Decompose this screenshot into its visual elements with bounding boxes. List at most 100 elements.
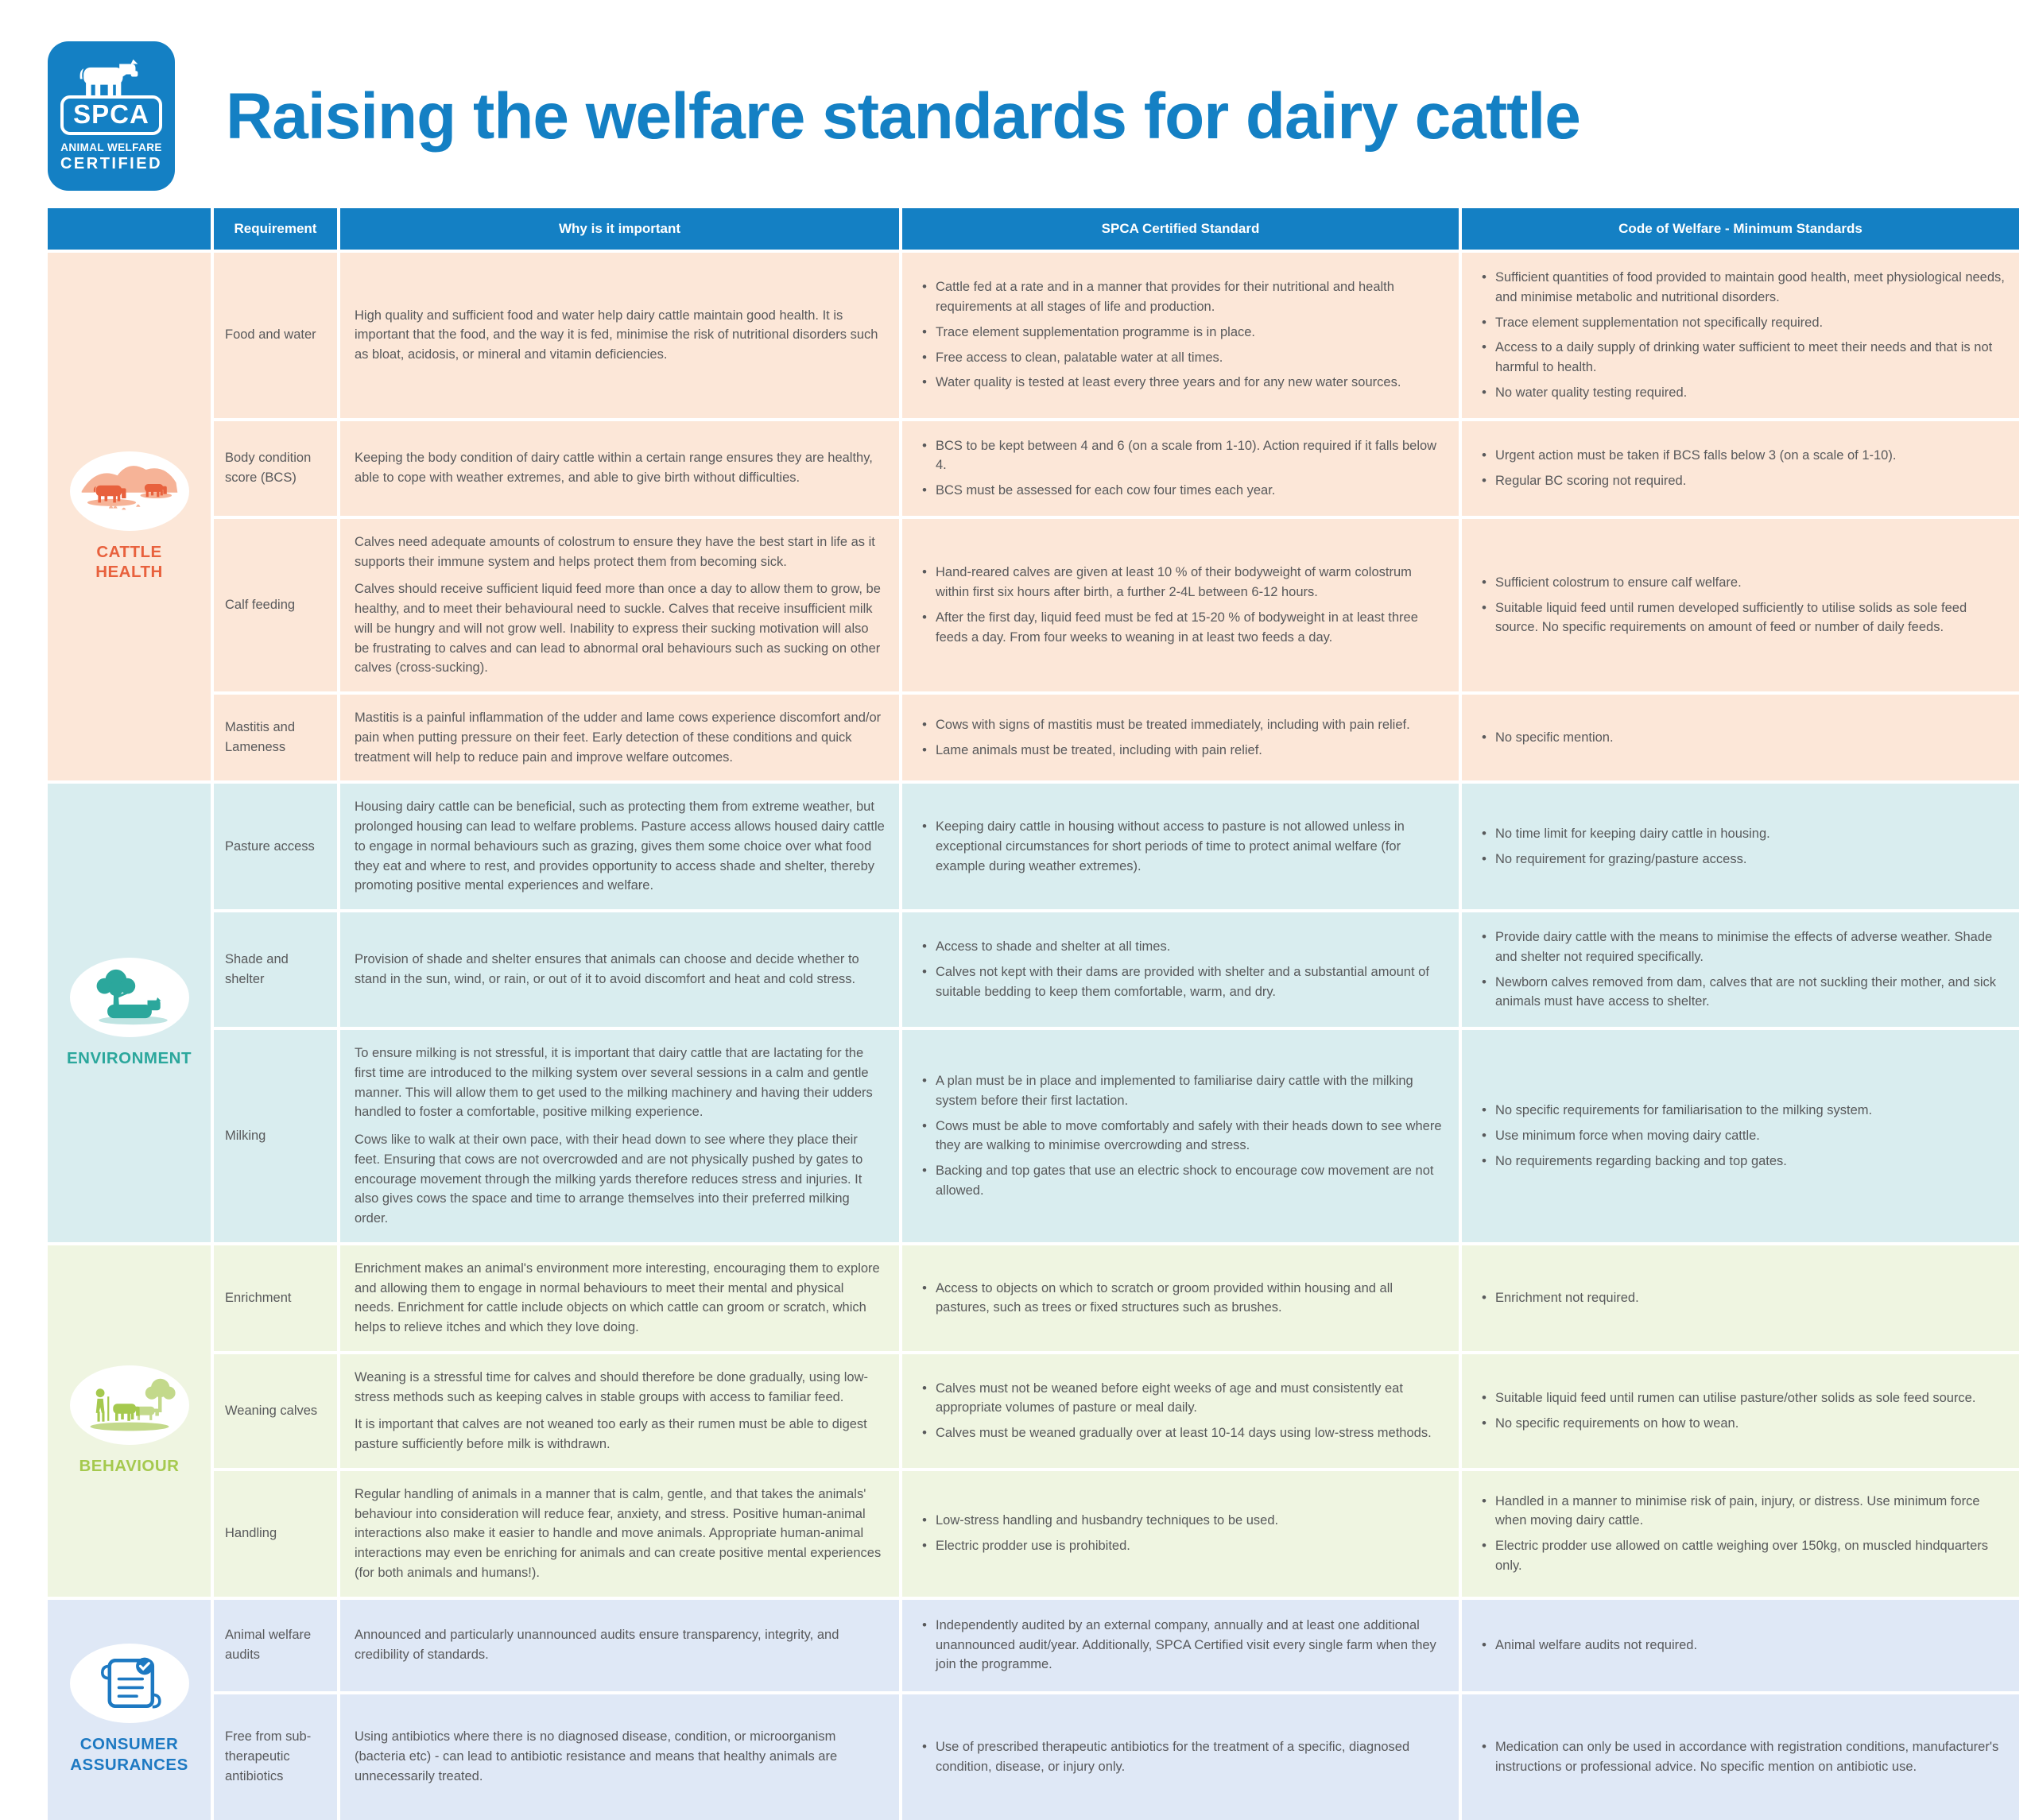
why-important-cell: Enrichment makes an animal's environment… [340, 1245, 899, 1351]
bullet-item: Backing and top gates that use an electr… [917, 1160, 1444, 1201]
spca-standard-cell-list: Cows with signs of mastitis must be trea… [917, 710, 1444, 766]
col-header-why: Why is it important [340, 208, 899, 250]
requirement-cell: Mastitis and Lameness [214, 695, 337, 781]
bullet-item: No water quality testing required. [1476, 382, 2005, 403]
code-of-welfare-cell-list: Sufficient quantities of food provided t… [1476, 262, 2005, 409]
code-of-welfare-cell: Sufficient quantities of food provided t… [1462, 253, 2019, 418]
bullet-item: Use minimum force when moving dairy catt… [1476, 1125, 2005, 1146]
code-of-welfare-cell-list: Medication can only be used in accordanc… [1476, 1732, 2005, 1783]
code-of-welfare-cell: Provide dairy cattle with the means to m… [1462, 912, 2019, 1027]
bullet-item: Lame animals must be treated, including … [917, 740, 1444, 761]
why-important-cell: To ensure milking is not stressful, it i… [340, 1030, 899, 1242]
bullet-item: Access to objects on which to scratch or… [917, 1278, 1444, 1319]
bullet-item: Suitable liquid feed until rumen can uti… [1476, 1388, 2005, 1408]
why-paragraph: Weaning is a stressful time for calves a… [355, 1369, 868, 1404]
requirement-cell: Enrichment [214, 1245, 337, 1351]
bullet-item: No specific requirements for familiarisa… [1476, 1100, 2005, 1121]
bullet-item: Independently audited by an external com… [917, 1615, 1444, 1675]
why-paragraph: Enrichment makes an animal's environment… [355, 1260, 880, 1334]
code-of-welfare-cell: Suitable liquid feed until rumen can uti… [1462, 1353, 2019, 1468]
bullet-item: No specific requirements on how to wean. [1476, 1413, 2005, 1434]
spca-standard-cell-list: Use of prescribed therapeutic antibiotic… [917, 1732, 1444, 1783]
requirement-label: Mastitis and Lameness [225, 720, 296, 755]
requirement-label: Enrichment [225, 1290, 292, 1305]
code-of-welfare-cell: Enrichment not required. [1462, 1245, 2019, 1351]
why-important-cell: Provision of shade and shelter ensures t… [340, 912, 899, 1027]
cattle-grazing-icon [69, 451, 189, 531]
section-consumer-assurances: CONSUMER ASSURANCES Animal welfare audits… [48, 1599, 2019, 1820]
bullet-item: Newborn calves removed from dam, calves … [1476, 972, 2005, 1013]
spca-standard-cell-list: Access to shade and shelter at all times… [917, 931, 1444, 1007]
code-of-welfare-cell-list: Animal welfare audits not required. [1476, 1630, 2005, 1661]
col-header-requirement: Requirement [214, 208, 337, 250]
spca-standard-cell-list: Cattle fed at a rate and in a manner tha… [917, 272, 1444, 398]
code-of-welfare-cell: Sufficient colostrum to ensure calf welf… [1462, 518, 2019, 691]
why-paragraph: Calves need adequate amounts of colostru… [355, 534, 875, 569]
bullet-item: Electric prodder use is prohibited. [917, 1535, 1444, 1556]
requirement-cell: Food and water [214, 253, 337, 418]
bullet-item: No requirement for grazing/pasture acces… [1476, 849, 2005, 869]
why-paragraph: Provision of shade and shelter ensures t… [355, 952, 859, 986]
bullet-item: Suitable liquid feed until rumen develop… [1476, 598, 2005, 638]
section-label: CONSUMER ASSURANCES [70, 1735, 188, 1774]
col-header-spca-standard: SPCA Certified Standard [902, 208, 1459, 250]
bullet-item: Handled in a manner to minimise risk of … [1476, 1491, 2005, 1532]
code-of-welfare-cell: No specific mention. [1462, 695, 2019, 781]
section-behaviour: BEHAVIOUR Enrichment Enrichment makes an a… [48, 1245, 2019, 1597]
col-header-code-of-welfare: Code of Welfare - Minimum Standards [1462, 208, 2019, 250]
section-cattle-health: CATTLE HEALTH Food and water High quality … [48, 253, 2019, 781]
requirement-cell: Handling [214, 1470, 337, 1597]
spca-standard-cell: Cows with signs of mastitis must be trea… [902, 695, 1459, 781]
code-of-welfare-cell: Medication can only be used in accordanc… [1462, 1694, 2019, 1820]
spca-standard-cell-list: Calves must not be weaned before eight w… [917, 1373, 1444, 1449]
section-environment: ENVIRONMENT Pasture access Housing dairy c… [48, 784, 2019, 1242]
spca-standard-cell-list: Independently audited by an external com… [917, 1610, 1444, 1680]
requirement-cell: Weaning calves [214, 1353, 337, 1468]
code-of-welfare-cell-list: Provide dairy cattle with the means to m… [1476, 922, 2005, 1017]
why-paragraph: Housing dairy cattle can be beneficial, … [355, 800, 885, 893]
scroll-checklist-icon [69, 1644, 189, 1724]
bullet-item: Trace element supplementation not specif… [1476, 312, 2005, 333]
bullet-item: Access to shade and shelter at all times… [917, 936, 1444, 957]
table-header-row: Requirement Why is it important SPCA Cer… [48, 208, 2019, 250]
section-label: BEHAVIOUR [79, 1456, 180, 1475]
logo-certified: CERTIFIED [60, 155, 163, 172]
bullet-item: Low-stress handling and husbandry techni… [917, 1510, 1444, 1531]
why-paragraph: Cows like to walk at their own pace, wit… [355, 1133, 863, 1226]
logo-animal-welfare: ANIMAL WELFARE [60, 141, 162, 153]
code-of-welfare-cell: Urgent action must be taken if BCS falls… [1462, 420, 2019, 516]
bullet-item: Cows with signs of mastitis must be trea… [917, 714, 1444, 735]
table-body: CATTLE HEALTH Food and water High quality … [48, 253, 2019, 1820]
why-important-cell: Regular handling of animals in a manner … [340, 1470, 899, 1597]
spca-standard-cell: BCS to be kept between 4 and 6 (on a sca… [902, 420, 1459, 516]
spca-standard-cell-list: Low-stress handling and husbandry techni… [917, 1505, 1444, 1562]
code-of-welfare-cell-list: Urgent action must be taken if BCS falls… [1476, 440, 2005, 497]
spca-standard-cell: Keeping dairy cattle in housing without … [902, 784, 1459, 909]
bullet-item: Regular BC scoring not required. [1476, 470, 2005, 491]
bullet-item: BCS to be kept between 4 and 6 (on a sca… [917, 436, 1444, 476]
code-of-welfare-cell-list: Sufficient colostrum to ensure calf welf… [1476, 567, 2005, 643]
bullet-item: Animal welfare audits not required. [1476, 1635, 2005, 1655]
requirement-cell: Shade and shelter [214, 912, 337, 1027]
why-paragraph: Using antibiotics where there is no diag… [355, 1729, 838, 1783]
requirement-cell: Pasture access [214, 784, 337, 909]
header: SPCA ANIMAL WELFARE CERTIFIED Raising th… [0, 0, 2035, 199]
why-important-cell: Mastitis is a painful inflammation of th… [340, 695, 899, 781]
logo-brand: SPCA [60, 95, 162, 135]
why-important-cell: High quality and sufficient food and wat… [340, 253, 899, 418]
spca-standard-cell-list: Keeping dairy cattle in housing without … [917, 811, 1444, 881]
section-label: ENVIRONMENT [67, 1048, 192, 1067]
bullet-item: Cattle fed at a rate and in a manner tha… [917, 277, 1444, 317]
why-paragraph: To ensure milking is not stressful, it i… [355, 1046, 873, 1120]
spca-standard-cell-list: Hand-reared calves are given at least 10… [917, 557, 1444, 652]
bullet-item: BCS must be assessed for each cow four t… [917, 480, 1444, 501]
code-of-welfare-cell-list: No time limit for keeping dairy cattle i… [1476, 819, 2005, 875]
farmer-and-cattle-icon [69, 1365, 189, 1445]
bullet-item: Calves not kept with their dams are prov… [917, 962, 1444, 1002]
bullet-item: No specific mention. [1476, 727, 2005, 748]
requirement-label: Animal welfare audits [225, 1628, 312, 1662]
bullet-item: Free access to clean, palatable water at… [917, 347, 1444, 368]
spca-standard-cell: Access to shade and shelter at all times… [902, 912, 1459, 1027]
spca-standard-cell: A plan must be in place and implemented … [902, 1030, 1459, 1242]
